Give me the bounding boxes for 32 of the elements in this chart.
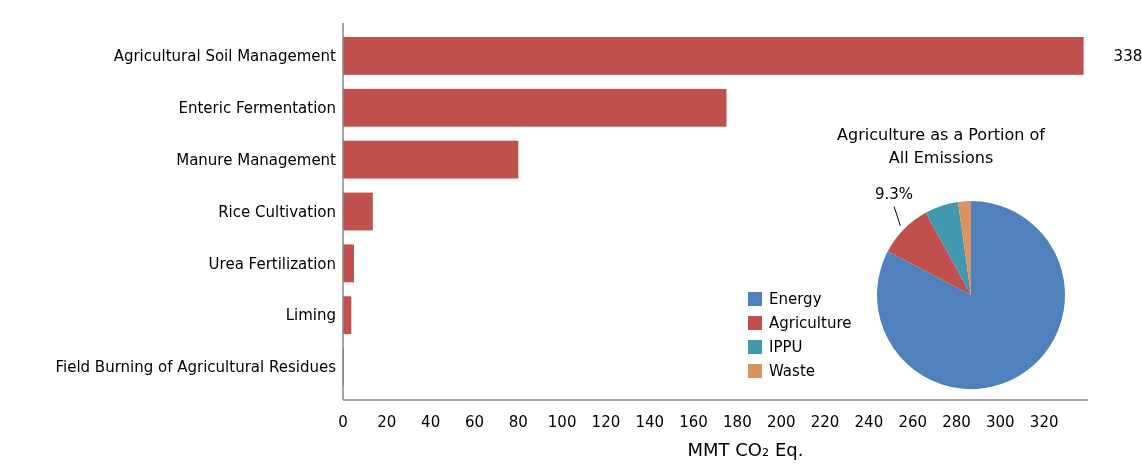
- x-tick-label: 300: [986, 413, 1015, 431]
- data-label: 9.3%: [875, 184, 914, 203]
- y-tick-label: Liming: [285, 306, 336, 325]
- x-tick-label: 160: [679, 413, 708, 431]
- y-tick-label: Manure Management: [176, 150, 337, 169]
- x-tick-label: 140: [635, 413, 665, 431]
- x-tick-label: 80: [508, 413, 528, 431]
- y-tick-label: Field Burning of Agricultural Residues: [55, 358, 337, 377]
- chart-title: Agriculture as a Portion of All Emissions: [837, 125, 1046, 167]
- y-tick-label: Enteric Fermentation: [178, 99, 336, 118]
- x-tick-label: 320: [1029, 413, 1059, 431]
- x-tick-label: 40: [421, 413, 441, 431]
- x-tick-label: 220: [810, 413, 840, 431]
- x-tick-label: 240: [854, 413, 884, 431]
- x-tick-label: 0: [338, 413, 348, 431]
- data-label: 338: [1113, 47, 1142, 66]
- y-tick-label: Agricultural Soil Management: [113, 47, 337, 66]
- x-tick-label: 260: [898, 413, 928, 431]
- y-tick-label: Rice Cultivation: [218, 202, 336, 221]
- x-tick-label: 120: [591, 413, 621, 431]
- x-axis-title: MMT CO₂ Eq.: [687, 439, 804, 460]
- legend-label: IPPU: [769, 338, 803, 357]
- legend-label: Energy: [769, 290, 822, 309]
- x-tick-label: 60: [464, 413, 485, 431]
- legend-label: Agriculture: [769, 314, 852, 333]
- x-tick-label: 180: [723, 413, 752, 431]
- x-tick-label: 200: [766, 413, 796, 431]
- x-tick-label: 20: [377, 413, 397, 431]
- legend-label: Waste: [769, 362, 815, 381]
- x-tick-label: 280: [942, 413, 971, 431]
- y-tick-label: Urea Fertilization: [208, 254, 336, 273]
- x-tick-label: 100: [547, 413, 577, 431]
